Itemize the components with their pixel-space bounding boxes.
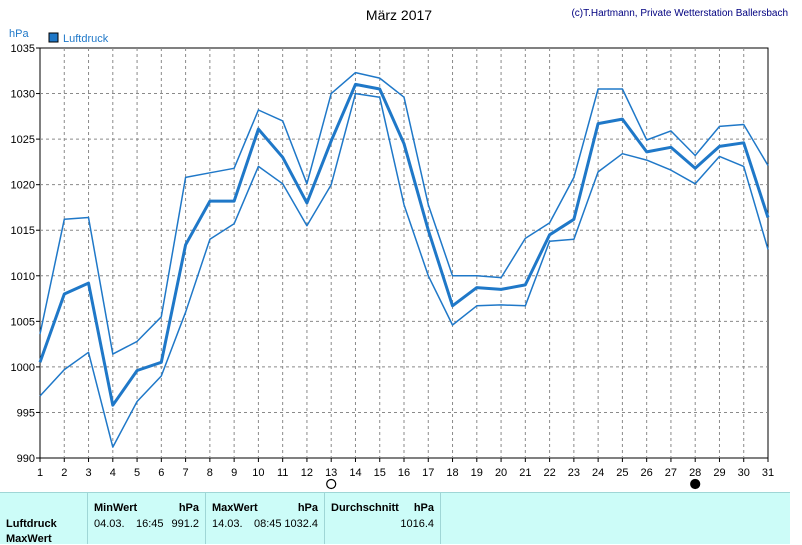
x-tick-label: 31 bbox=[762, 467, 774, 479]
max-header: MaxWert bbox=[212, 502, 258, 514]
y-tick-label: 1035 bbox=[11, 43, 35, 55]
x-tick-label: 28 bbox=[689, 467, 701, 479]
y-tick-label: 1025 bbox=[11, 134, 35, 146]
max-time: 08:45 bbox=[254, 518, 282, 530]
min-header: MinWert bbox=[94, 502, 138, 514]
stats-avg-col: Durchschnitt hPa 1016.4 bbox=[325, 493, 441, 544]
y-tick-label: 995 bbox=[17, 407, 35, 419]
x-tick-label: 7 bbox=[183, 467, 189, 479]
x-tick-label: 29 bbox=[713, 467, 725, 479]
x-tick-label: 22 bbox=[543, 467, 555, 479]
x-tick-label: 13 bbox=[325, 467, 337, 479]
max-unit: hPa bbox=[297, 502, 318, 514]
x-tick-label: 27 bbox=[665, 467, 677, 479]
y-tick-label: 1000 bbox=[11, 362, 35, 374]
y-tick-label: 1010 bbox=[11, 271, 35, 283]
x-tick-labels: 1 2 3 4 5 6 7 8 9 10 11 12 13 14 15 16 17 18 19 20 21 22 23 24 2… bbox=[37, 458, 774, 479]
max-value: 1032.4 bbox=[284, 518, 318, 530]
legend-label: Luftdruck bbox=[63, 33, 109, 45]
x-tick-label: 8 bbox=[207, 467, 213, 479]
y-tick-label: 1015 bbox=[11, 225, 35, 237]
x-tick-label: 30 bbox=[738, 467, 750, 479]
x-tick-label: 14 bbox=[349, 467, 361, 479]
chart-title: März 2017 bbox=[366, 7, 432, 23]
x-tick-label: 4 bbox=[110, 467, 116, 479]
row-label-luftdruck: Luftdruck bbox=[6, 518, 57, 530]
x-tick-label: 16 bbox=[398, 467, 410, 479]
min-time: 16:45 bbox=[136, 518, 164, 530]
open-circle-marker bbox=[326, 478, 337, 490]
legend-swatch bbox=[48, 32, 59, 43]
x-tick-label: 25 bbox=[616, 467, 628, 479]
pressure-chart: März 2017 (c)T.Hartmann, Private Wetters… bbox=[9, 7, 788, 490]
y-tick-labels: 990 995 1000 1005 1010 1015 1020 1025 1030 1035 bbox=[11, 43, 40, 465]
row-label-maxwert: MaxWert bbox=[6, 533, 52, 545]
min-unit: hPa bbox=[178, 502, 199, 514]
x-tick-label: 11 bbox=[277, 467, 288, 479]
avg-header: Durchschnitt bbox=[331, 502, 399, 514]
x-tick-label: 3 bbox=[85, 467, 91, 479]
markers bbox=[326, 478, 701, 490]
x-tick-label: 6 bbox=[158, 467, 164, 479]
credit-text: (c)T.Hartmann, Private Wetterstation Bal… bbox=[571, 8, 788, 19]
series-line-mean bbox=[38, 82, 770, 407]
series-lines bbox=[38, 71, 770, 448]
min-date: 04.03. bbox=[94, 518, 125, 530]
x-tick-label: 19 bbox=[471, 467, 483, 479]
stats-max-col: MaxWert hPa 14.03. 08:45 1032.4 bbox=[206, 493, 325, 544]
x-tick-label: 20 bbox=[495, 467, 507, 479]
x-tick-label: 2 bbox=[61, 467, 67, 479]
x-tick-label: 12 bbox=[301, 467, 313, 479]
avg-value: 1016.4 bbox=[400, 518, 434, 530]
x-tick-label: 23 bbox=[568, 467, 580, 479]
x-tick-label: 15 bbox=[374, 467, 386, 479]
x-tick-label: 10 bbox=[252, 467, 264, 479]
stats-table: Luftdruck MaxWert MinWert hPa 04.03. 16:… bbox=[0, 492, 790, 545]
x-tick-label: 17 bbox=[422, 467, 434, 479]
y-axis-unit-label: hPa bbox=[9, 28, 29, 40]
stats-min-col: MinWert hPa 04.03. 16:45 991.2 bbox=[88, 493, 206, 544]
x-tick-label: 24 bbox=[592, 467, 604, 479]
series-line-max bbox=[39, 71, 769, 355]
x-tick-label: 9 bbox=[231, 467, 237, 479]
y-tick-label: 1030 bbox=[11, 89, 35, 101]
y-tick-label: 990 bbox=[17, 453, 35, 465]
avg-unit: hPa bbox=[413, 502, 434, 514]
y-tick-label: 1020 bbox=[11, 180, 35, 192]
min-value: 991.2 bbox=[171, 518, 199, 530]
filled-circle-marker bbox=[690, 478, 701, 490]
x-tick-label: 18 bbox=[446, 467, 458, 479]
grid bbox=[40, 48, 768, 458]
x-tick-label: 26 bbox=[641, 467, 653, 479]
y-tick-label: 1005 bbox=[11, 316, 35, 328]
x-tick-label: 1 bbox=[37, 467, 43, 479]
legend: Luftdruck bbox=[48, 32, 109, 45]
x-tick-label: 5 bbox=[134, 467, 140, 479]
x-tick-label: 21 bbox=[519, 467, 531, 479]
series-line-min bbox=[39, 92, 769, 448]
max-date: 14.03. bbox=[212, 518, 243, 530]
stats-label-col: Luftdruck MaxWert bbox=[0, 493, 88, 545]
